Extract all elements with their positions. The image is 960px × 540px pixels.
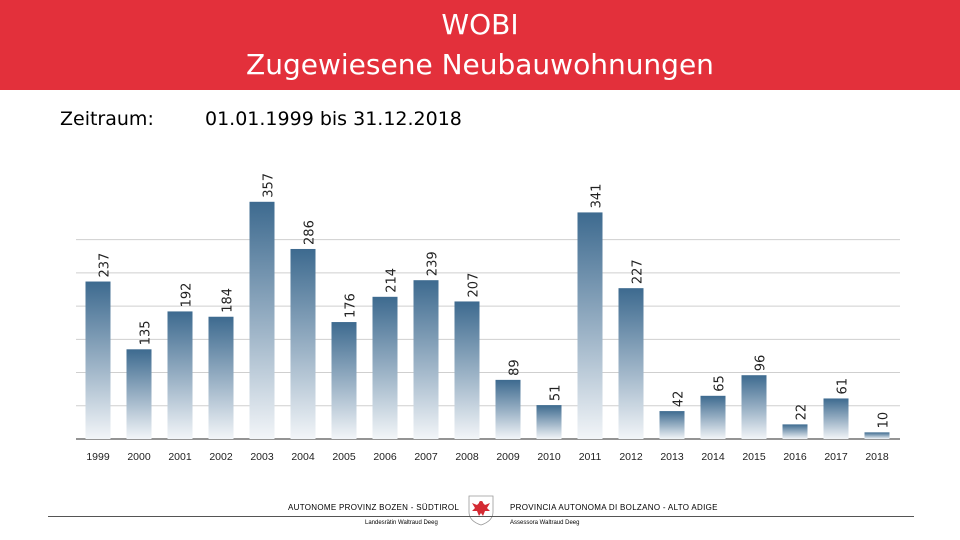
bar-2015 [741, 375, 767, 439]
bar-2018 [864, 432, 890, 439]
footer-right-subtitle: Assessora Waltraud Deeg [510, 520, 580, 526]
value-label-2009: 89 [508, 359, 523, 376]
footer-right-title: PROVINCIA AUTONOMA DI BOLZANO - ALTO ADI… [510, 503, 718, 512]
bar-2008 [454, 301, 480, 439]
value-label-2013: 42 [672, 391, 687, 408]
x-tick-label-2014: 2014 [701, 451, 725, 463]
value-label-2017: 61 [836, 378, 851, 395]
value-label-2012: 227 [631, 259, 646, 284]
bar-2013 [659, 411, 685, 439]
value-label-2003: 357 [262, 173, 277, 198]
value-label-2015: 96 [754, 355, 769, 372]
bar-2005 [331, 322, 357, 439]
x-tick-label-2000: 2000 [127, 451, 151, 463]
value-label-2016: 22 [795, 404, 810, 421]
bar-2001 [167, 311, 193, 439]
bar-2004 [290, 248, 316, 439]
bar-2014 [700, 395, 726, 439]
bar-1999 [85, 281, 111, 439]
bar-2006 [372, 296, 398, 439]
x-tick-label-1999: 1999 [86, 451, 110, 463]
value-label-2014: 65 [713, 375, 728, 392]
x-tick-label-2007: 2007 [414, 451, 438, 463]
x-tick-label-2013: 2013 [660, 451, 684, 463]
bar-2017 [823, 398, 849, 439]
header-banner: WOBI Zugewiesene Neubauwohnungen [0, 0, 960, 90]
bar-2016 [782, 424, 808, 439]
value-label-2001: 192 [180, 283, 195, 308]
period-value: 01.01.1999 bis 31.12.2018 [205, 108, 462, 130]
value-label-2010: 51 [549, 385, 564, 402]
x-tick-label-2006: 2006 [373, 451, 397, 463]
bar-2002 [208, 316, 234, 439]
value-label-1999: 237 [98, 253, 113, 278]
value-label-2018: 10 [877, 412, 892, 429]
value-label-2006: 214 [385, 268, 400, 293]
title-line-2: Zugewiesene Neubauwohnungen [246, 48, 714, 81]
x-tick-label-2018: 2018 [865, 451, 889, 463]
bar-2011 [577, 212, 603, 439]
x-tick-label-2004: 2004 [291, 451, 315, 463]
x-tick-label-2003: 2003 [250, 451, 274, 463]
footer-left-title: AUTONOME PROVINZ BOZEN - SÜDTIROL [288, 503, 460, 512]
x-tick-label-2016: 2016 [783, 451, 807, 463]
title-line-1: WOBI [441, 8, 519, 41]
bar-2000 [126, 349, 152, 439]
x-tick-label-2012: 2012 [619, 451, 643, 463]
x-tick-label-2008: 2008 [455, 451, 479, 463]
value-label-2005: 176 [344, 293, 359, 318]
value-label-2004: 286 [303, 220, 318, 245]
bar-2012 [618, 288, 644, 439]
bar-2010 [536, 405, 562, 439]
period-label: Zeitraum: [60, 108, 154, 130]
footer-divider [48, 516, 914, 517]
x-tick-label-2005: 2005 [332, 451, 356, 463]
x-tick-label-2011: 2011 [579, 451, 602, 463]
value-label-2000: 135 [139, 320, 154, 345]
footer-left-subtitle: Landesrätin Waltraud Deeg [365, 520, 438, 526]
value-label-2011: 341 [590, 184, 605, 209]
x-tick-label-2001: 2001 [168, 451, 192, 463]
value-label-2002: 184 [221, 288, 236, 313]
eagle-emblem-icon [468, 495, 494, 526]
value-label-2007: 239 [426, 251, 441, 276]
x-tick-label-2017: 2017 [824, 451, 848, 463]
x-tick-label-2002: 2002 [209, 451, 233, 463]
bar-2009 [495, 379, 521, 439]
x-tick-label-2015: 2015 [742, 451, 766, 463]
value-label-2008: 207 [467, 273, 482, 298]
bar-2007 [413, 280, 439, 439]
bar-2003 [249, 201, 275, 439]
x-tick-label-2010: 2010 [537, 451, 561, 463]
x-tick-label-2009: 2009 [496, 451, 520, 463]
